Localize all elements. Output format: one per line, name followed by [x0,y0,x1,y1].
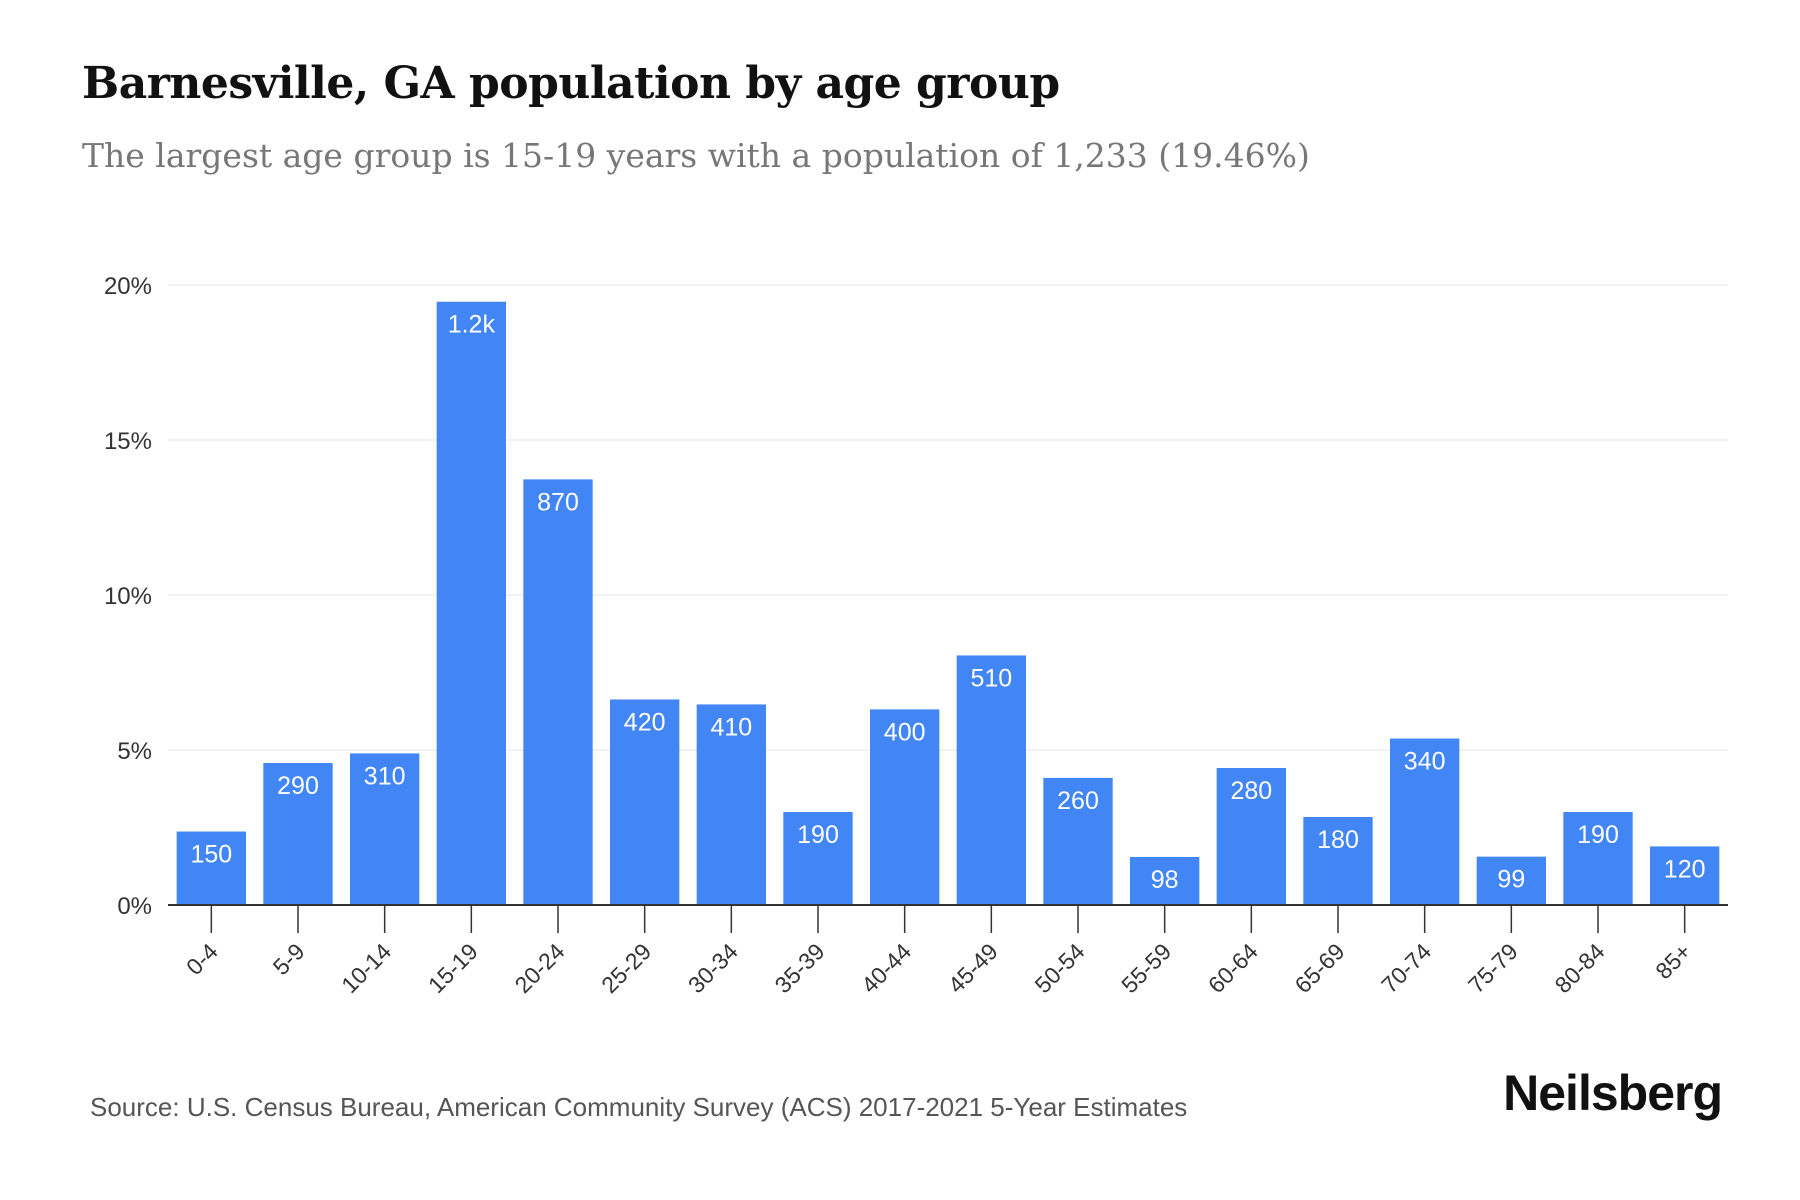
y-axis-ticks: 0% 5% 10% 15% 20% [104,273,152,920]
x-axis-ticks: 0-4 5-9 10-14 15-19 20-24 25-29 30-34 35-39 40-4… [181,905,1696,998]
x-tick-label: 10-14 [336,938,396,998]
bar-20-24 [523,479,593,905]
bar-5-9 [263,763,333,905]
y-tick-label: 0% [117,893,152,920]
x-tick-label: 25-29 [596,938,656,998]
x-tick-label: 40-44 [856,938,916,998]
data-label: 190 [797,821,839,849]
bar-45-49 [956,655,1026,905]
data-label: 1.2k [448,311,496,339]
y-tick-label: 5% [117,738,152,765]
gridlines [168,284,1728,751]
x-tick-label: 50-54 [1030,938,1090,998]
data-label: 340 [1404,748,1446,776]
x-tick-label: 80-84 [1550,938,1610,998]
data-label: 190 [1577,821,1619,849]
x-tick-label: 35-39 [770,938,830,998]
bar-40-44 [870,709,940,905]
data-label: 180 [1317,826,1359,854]
bar-0-4 [176,831,246,905]
bar-85+ [1650,846,1720,905]
data-label: 310 [364,762,406,790]
bar-10-14 [350,753,420,905]
bar-65-69 [1303,816,1373,905]
data-label: 510 [970,664,1012,692]
bar-chart: 0% 5% 10% 15% 20% 150 290 310 1.2k 870 420 410 190 4… [104,273,1728,998]
data-label: 290 [277,772,319,800]
bar-25-29 [610,699,680,905]
data-label: 98 [1151,866,1179,894]
x-tick-label: 55-59 [1116,938,1176,998]
bar-60-64 [1216,767,1286,905]
data-label: 870 [537,488,579,516]
chart-subtitle: The largest age group is 15-19 years wit… [82,136,1310,175]
x-tick-label: 5-9 [268,938,310,980]
data-label: 150 [190,841,232,869]
x-tick-label: 30-34 [683,938,743,998]
bar-70-74 [1390,738,1460,905]
bar-15-19 [436,301,506,905]
x-tick-label: 65-69 [1290,938,1350,998]
x-tick-label: 60-64 [1203,938,1263,998]
bar-30-34 [696,704,766,905]
y-tick-label: 15% [104,428,152,455]
x-tick-label: 70-74 [1376,938,1436,998]
source-note: Source: U.S. Census Bureau, American Com… [90,1092,1188,1122]
y-tick-label: 20% [104,273,152,300]
x-tick-label: 75-79 [1463,938,1523,998]
bar-50-54 [1043,777,1113,905]
bar-35-39 [783,812,853,905]
bar-75-79 [1476,856,1546,905]
data-label: 99 [1497,866,1525,894]
x-tick-label: 85+ [1650,938,1696,984]
chart-title: Barnesville, GA population by age group [82,58,1060,109]
bars [176,301,1720,905]
data-label: 420 [624,708,666,736]
y-tick-label: 10% [104,583,152,610]
bar-55-59 [1130,856,1200,905]
x-tick-label: 20-24 [510,938,570,998]
data-label: 260 [1057,787,1099,815]
x-tick-label: 15-19 [423,938,483,998]
data-labels: 150 290 310 1.2k 870 420 410 190 400 510 260 98 280 1… [190,311,1705,894]
x-tick-label: 45-49 [943,938,1003,998]
data-label: 280 [1230,777,1272,805]
bar-80-84 [1563,812,1633,905]
data-label: 410 [710,713,752,741]
brand-logo: Neilsberg [1503,1065,1723,1121]
data-label: 400 [884,718,926,746]
x-tick-label: 0-4 [181,938,223,980]
data-label: 120 [1664,855,1706,883]
